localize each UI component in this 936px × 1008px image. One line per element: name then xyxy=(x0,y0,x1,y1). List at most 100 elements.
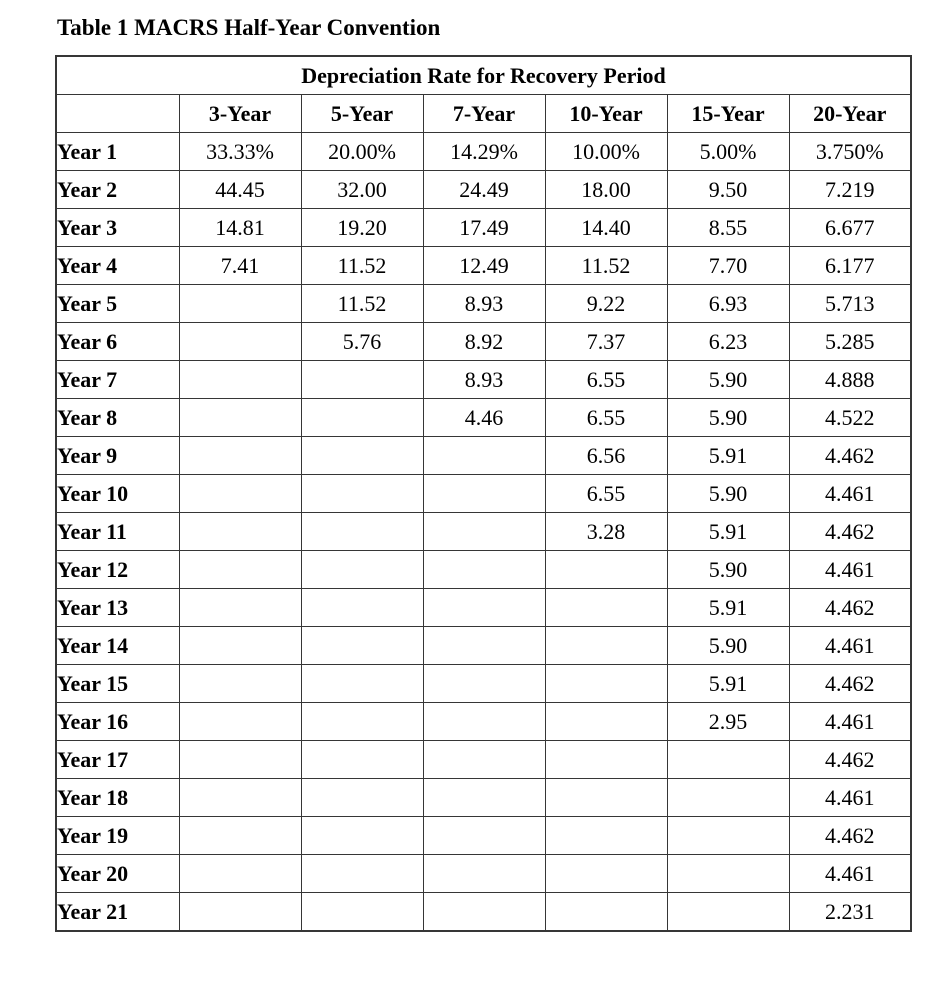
rate-cell: 11.52 xyxy=(544,246,668,286)
rate-cell xyxy=(178,626,302,666)
rate-cell: 7.37 xyxy=(544,322,668,362)
row-label: Year 4 xyxy=(55,246,180,286)
rate-cell xyxy=(422,436,546,476)
rate-cell: 5.91 xyxy=(666,512,790,552)
rate-cell: 5.91 xyxy=(666,664,790,704)
rate-cell xyxy=(422,702,546,742)
rate-cell: 7.219 xyxy=(788,170,912,210)
table-row: Year 14 5.90 4.461 xyxy=(55,626,912,666)
rate-cell: 4.462 xyxy=(788,588,912,628)
rate-cell xyxy=(300,474,424,514)
rate-cell: 5.91 xyxy=(666,588,790,628)
row-label: Year 19 xyxy=(55,816,180,856)
rate-cell xyxy=(300,360,424,400)
row-label: Year 21 xyxy=(55,892,180,932)
rate-cell xyxy=(544,892,668,932)
rate-cell: 6.55 xyxy=(544,474,668,514)
rate-cell xyxy=(178,474,302,514)
rate-cell: 7.41 xyxy=(178,246,302,286)
rate-cell xyxy=(178,778,302,818)
table-row: Year 17 4.462 xyxy=(55,740,912,780)
rate-cell: 5.90 xyxy=(666,398,790,438)
rate-cell: 44.45 xyxy=(178,170,302,210)
row-label: Year 18 xyxy=(55,778,180,818)
rate-cell xyxy=(422,778,546,818)
row-label: Year 3 xyxy=(55,208,180,248)
rate-cell xyxy=(178,892,302,932)
rate-cell xyxy=(178,284,302,324)
rate-cell: 4.46 xyxy=(422,398,546,438)
table-row: Year 1 33.33% 20.00% 14.29% 10.00% 5.00% 3.750… xyxy=(55,132,912,172)
row-label: Year 14 xyxy=(55,626,180,666)
rate-cell: 10.00% xyxy=(544,132,668,172)
rate-cell xyxy=(178,664,302,704)
rate-cell: 14.29% xyxy=(422,132,546,172)
rate-cell: 6.93 xyxy=(666,284,790,324)
rate-cell: 6.23 xyxy=(666,322,790,362)
row-label: Year 7 xyxy=(55,360,180,400)
rate-cell xyxy=(178,854,302,894)
table-row: Year 16 2.95 4.461 xyxy=(55,702,912,742)
rate-cell: 17.49 xyxy=(422,208,546,248)
rate-cell xyxy=(544,588,668,628)
rate-cell xyxy=(300,436,424,476)
rate-cell: 2.95 xyxy=(666,702,790,742)
row-label: Year 12 xyxy=(55,550,180,590)
rate-cell xyxy=(666,778,790,818)
row-label: Year 11 xyxy=(55,512,180,552)
row-label: Year 16 xyxy=(55,702,180,742)
rate-cell: 4.462 xyxy=(788,740,912,780)
rate-cell xyxy=(544,550,668,590)
table-row: Year 6 5.76 8.92 7.37 6.23 5.285 xyxy=(55,322,912,362)
rate-cell: 19.20 xyxy=(300,208,424,248)
rate-cell xyxy=(422,626,546,666)
rate-cell xyxy=(544,702,668,742)
rate-cell: 11.52 xyxy=(300,284,424,324)
rate-cell: 5.00% xyxy=(666,132,790,172)
column-header-row: 3-Year 5-Year 7-Year 10-Year 15-Year 20-Year xyxy=(55,94,912,134)
table-row: Year 3 14.81 19.20 17.49 14.40 8.55 6.677 xyxy=(55,208,912,248)
rate-cell xyxy=(178,740,302,780)
rate-cell xyxy=(544,778,668,818)
rate-cell xyxy=(422,892,546,932)
rate-cell xyxy=(666,892,790,932)
rate-cell xyxy=(300,702,424,742)
column-header: 15-Year xyxy=(666,94,790,134)
rate-cell xyxy=(666,816,790,856)
rate-cell: 3.750% xyxy=(788,132,912,172)
document-page: Table 1 MACRS Half-Year Convention Depre… xyxy=(55,15,912,933)
rate-cell: 5.91 xyxy=(666,436,790,476)
rate-cell xyxy=(300,626,424,666)
rate-cell: 6.677 xyxy=(788,208,912,248)
rate-cell: 5.713 xyxy=(788,284,912,324)
rate-cell: 6.177 xyxy=(788,246,912,286)
table-title: Table 1 MACRS Half-Year Convention xyxy=(57,15,441,40)
rate-cell xyxy=(178,512,302,552)
rate-cell xyxy=(300,740,424,780)
rate-cell: 6.56 xyxy=(544,436,668,476)
table-row: Year 4 7.41 11.52 12.49 11.52 7.70 6.177 xyxy=(55,246,912,286)
row-label: Year 20 xyxy=(55,854,180,894)
column-header: 5-Year xyxy=(300,94,424,134)
table-row: Year 20 4.461 xyxy=(55,854,912,894)
rate-cell xyxy=(178,702,302,742)
rate-cell xyxy=(422,474,546,514)
rate-cell xyxy=(178,322,302,362)
rate-cell: 8.93 xyxy=(422,284,546,324)
rate-cell xyxy=(422,816,546,856)
rate-cell xyxy=(300,588,424,628)
table-row: Year 15 5.91 4.462 xyxy=(55,664,912,704)
rate-cell: 8.92 xyxy=(422,322,546,362)
rate-cell xyxy=(300,778,424,818)
rate-cell xyxy=(422,740,546,780)
row-label: Year 8 xyxy=(55,398,180,438)
rate-cell xyxy=(422,512,546,552)
rate-cell: 2.231 xyxy=(788,892,912,932)
span-header: Depreciation Rate for Recovery Period xyxy=(55,55,912,96)
column-header: 7-Year xyxy=(422,94,546,134)
table-row: Year 11 3.28 5.91 4.462 xyxy=(55,512,912,552)
row-label: Year 1 xyxy=(55,132,180,172)
rate-cell xyxy=(300,398,424,438)
rate-cell xyxy=(300,892,424,932)
table-row: Year 5 11.52 8.93 9.22 6.93 5.713 xyxy=(55,284,912,324)
